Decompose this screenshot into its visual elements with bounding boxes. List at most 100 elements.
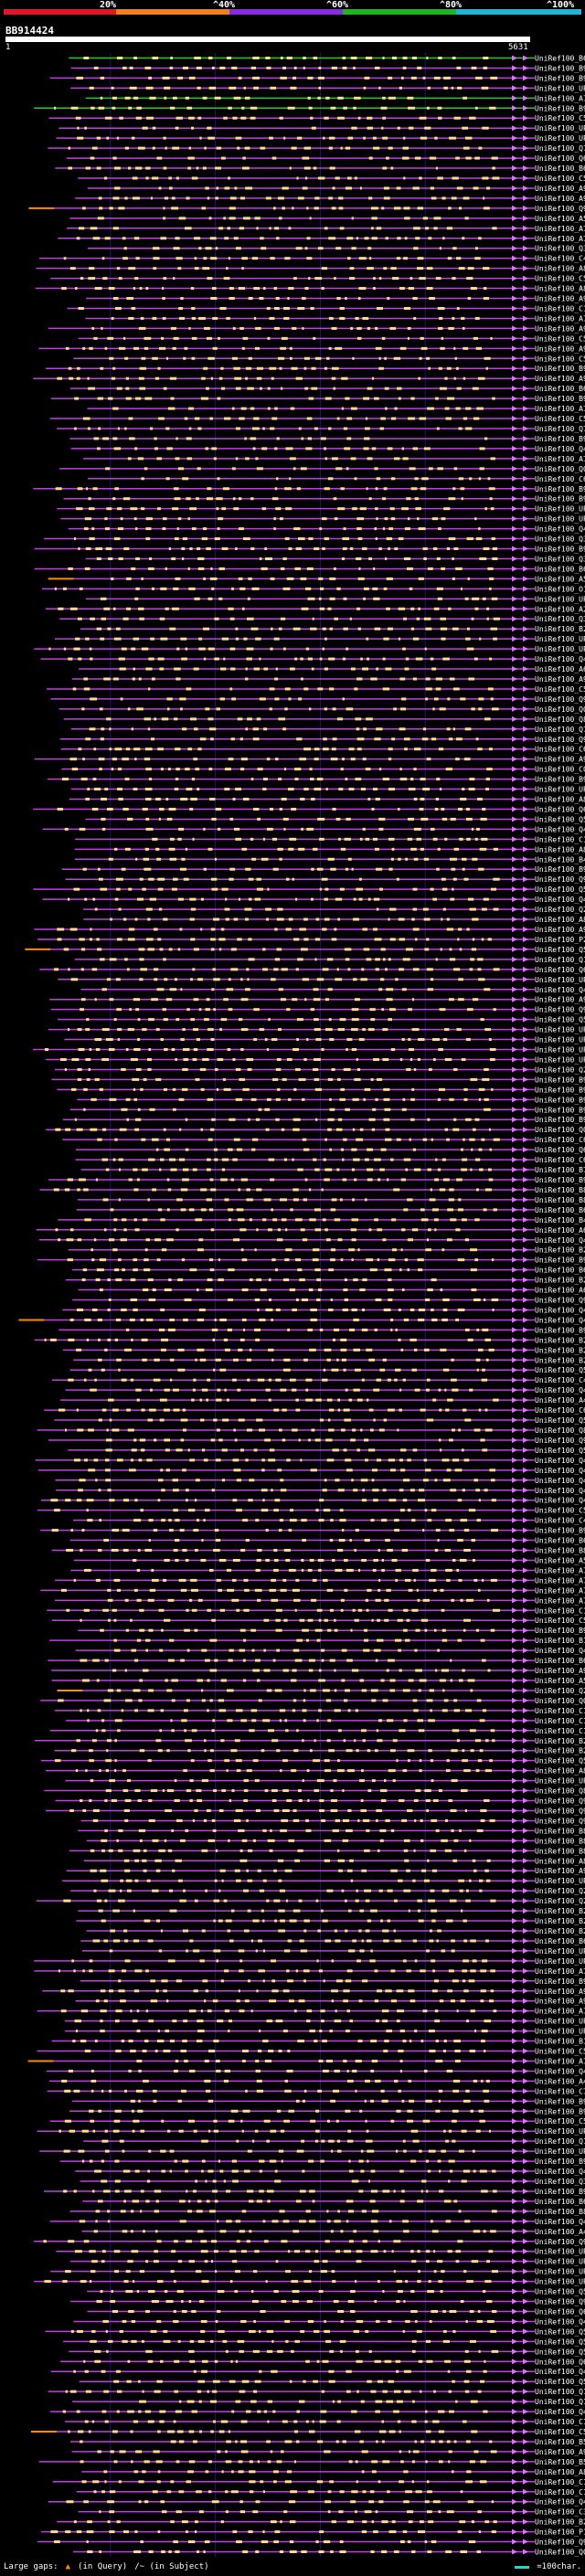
hit-segment <box>285 1248 292 1252</box>
hit-arrow <box>523 917 528 923</box>
hit-segment <box>285 1558 291 1562</box>
hit-segment <box>411 1228 419 1232</box>
hit-arrow <box>512 1557 517 1564</box>
hit-segment <box>194 1628 198 1632</box>
hit-segment <box>197 116 202 120</box>
hit-segment <box>363 597 366 600</box>
hit-segment <box>228 1268 235 1272</box>
hit-segment <box>442 1308 448 1311</box>
hit-segment <box>397 237 401 240</box>
hit-segment <box>122 497 131 501</box>
hit-label: UniRef100_P24152 <box>535 936 585 944</box>
hit-segment <box>396 1989 404 1993</box>
hit-segment <box>457 1308 465 1311</box>
hit-segment <box>191 778 196 781</box>
hit-segment <box>374 627 381 631</box>
hit-segment <box>360 657 363 661</box>
hit-segment <box>142 887 146 891</box>
hit-segment <box>394 1939 401 1943</box>
hit-segment <box>74 1458 80 1462</box>
hit-segment <box>231 66 238 69</box>
hit-segment <box>125 1699 133 1702</box>
hit-segment <box>407 326 411 330</box>
hit-segment <box>180 707 183 711</box>
hit-segment <box>382 687 390 691</box>
hit-segment <box>337 1077 341 1081</box>
hit-segment <box>421 737 429 741</box>
hit-segment <box>175 1519 180 1522</box>
hit-arrow <box>512 355 517 362</box>
hit-segment <box>231 1909 235 1913</box>
hit-segment <box>478 1499 481 1502</box>
hit-segment <box>89 86 94 90</box>
hit-segment <box>324 998 329 1002</box>
hit-segment <box>122 1549 129 1553</box>
hit-segment <box>310 1008 315 1012</box>
hit-segment <box>271 1739 279 1743</box>
hit-segment <box>324 457 328 461</box>
hit-segment <box>430 1759 434 1763</box>
hit-segment <box>180 1038 185 1042</box>
hit-segment <box>144 717 151 721</box>
hit-segment <box>120 1238 127 1242</box>
hit-segment <box>289 837 297 841</box>
hit-segment <box>233 1818 241 1822</box>
hit-segment <box>242 1519 249 1522</box>
hit-segment <box>352 1428 356 1432</box>
hit-segment <box>88 387 95 390</box>
hit-segment <box>437 1648 440 1652</box>
hit-segment <box>89 1759 94 1763</box>
hit-segment <box>262 1879 267 1882</box>
hit-segment <box>127 817 133 821</box>
hit-segment <box>131 727 134 731</box>
hit-segment <box>252 1759 259 1763</box>
hit-segment <box>205 247 212 250</box>
hit-segment <box>362 1739 366 1743</box>
hit-segment <box>395 1328 398 1331</box>
hit-segment <box>401 988 407 991</box>
hit-segment <box>452 1067 458 1071</box>
hit-segment <box>253 287 261 291</box>
hit-segment <box>164 96 167 100</box>
hit-segment <box>245 376 248 380</box>
hit-segment <box>229 1218 231 1222</box>
hit-label: UniRef100_Q9FZC2 <box>535 1436 585 1445</box>
hit-segment <box>485 366 488 370</box>
hit-segment <box>415 237 420 240</box>
hit-segment <box>207 1138 213 1141</box>
hit-label: UniRef100_Q06154 <box>535 1126 585 1134</box>
hit-segment <box>159 617 165 620</box>
hit-segment <box>348 1398 353 1402</box>
hit-segment <box>452 316 455 320</box>
hit-segment <box>467 267 474 270</box>
hit-segment <box>105 467 111 471</box>
hit-segment <box>339 306 345 310</box>
hit-label: UniRef100_C1KRN3 <box>535 1727 585 1735</box>
hit-segment <box>460 1519 467 1522</box>
hit-segment <box>350 1628 353 1632</box>
hit-segment <box>451 86 454 90</box>
hit-segment <box>169 857 177 861</box>
hit-segment <box>163 517 167 521</box>
hit-segment <box>427 1118 431 1121</box>
hit-segment <box>243 1799 248 1803</box>
hit-segment <box>175 1558 179 1562</box>
hit-segment <box>309 217 312 220</box>
hit-segment <box>328 1018 332 1022</box>
hit-segment <box>74 1118 77 1121</box>
hit-segment <box>314 1028 321 1032</box>
hit-arrow <box>523 556 528 562</box>
hit-segment <box>301 948 308 951</box>
hit-segment <box>144 788 153 791</box>
hit-segment <box>466 1598 473 1602</box>
hit-segment <box>448 1799 453 1803</box>
hit-segment <box>402 1097 406 1101</box>
hit-segment <box>116 1358 122 1362</box>
hit-segment <box>369 1268 378 1272</box>
hit-segment <box>193 1378 197 1382</box>
hit-segment <box>322 1919 328 1923</box>
hit-segment <box>462 1218 467 1222</box>
hit-segment <box>430 827 435 831</box>
hit-segment <box>149 1588 156 1592</box>
hit-segment <box>473 657 478 661</box>
